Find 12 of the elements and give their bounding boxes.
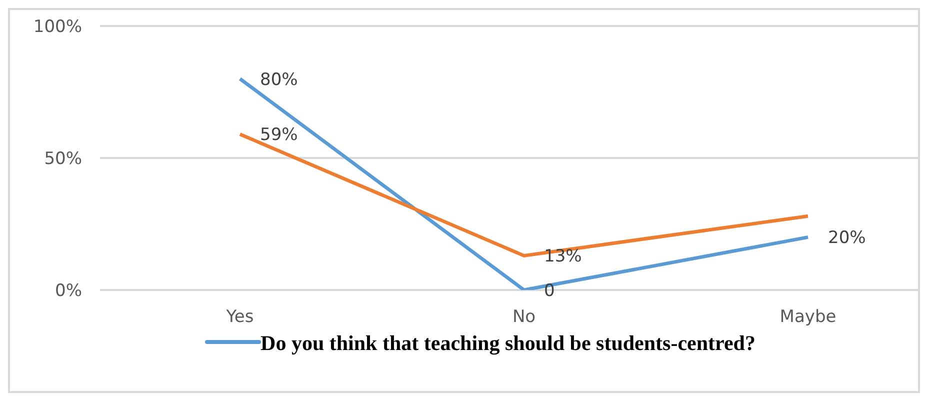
legend-label: Do you think that teaching should be students-centred?	[260, 330, 756, 356]
data-label: 0	[544, 281, 555, 301]
y-tick-label: 0%	[55, 281, 82, 302]
x-tick-label: No	[512, 307, 536, 328]
y-tick-label: 50%	[44, 149, 82, 170]
data-label: 59%	[260, 125, 298, 146]
data-label: 20%	[828, 228, 866, 248]
data-label: 13%	[544, 246, 582, 267]
y-tick-label: 100%	[33, 17, 82, 38]
x-tick-label: Yes	[225, 307, 254, 328]
x-tick-label: Maybe	[780, 307, 836, 328]
data-label: 80%	[260, 70, 298, 90]
